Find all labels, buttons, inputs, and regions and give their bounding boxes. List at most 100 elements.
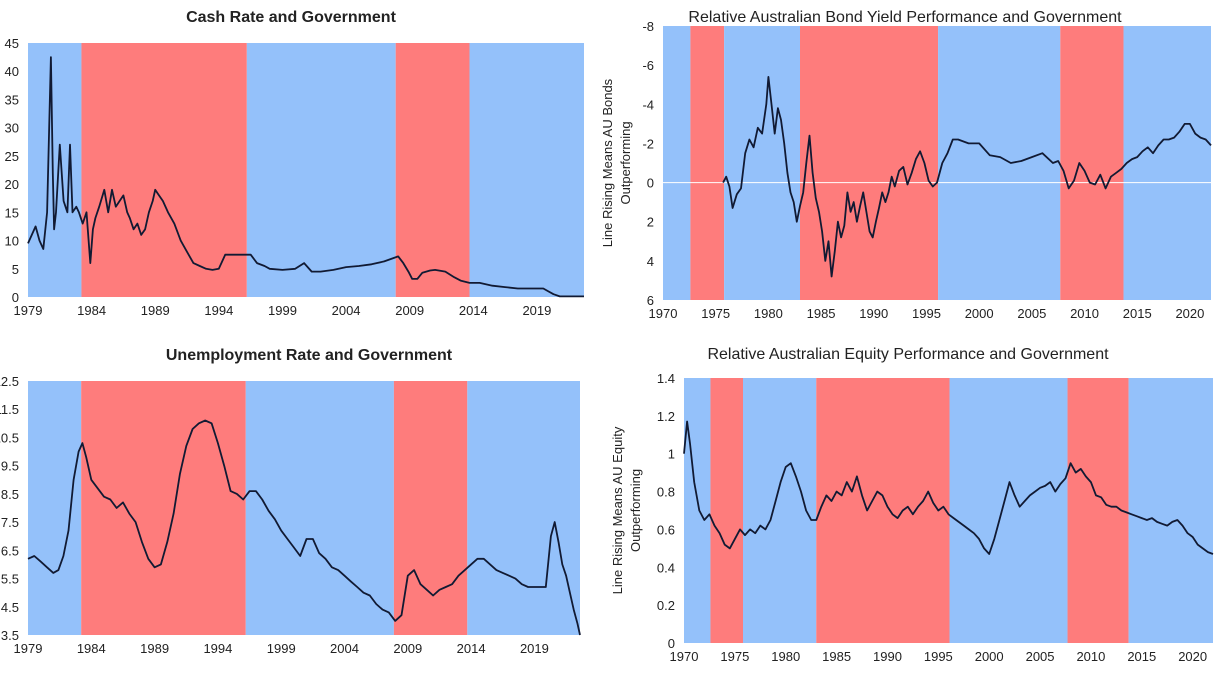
government-band-blue	[28, 381, 82, 635]
y-tick-label: 0	[668, 636, 675, 651]
y-tick-label: 1.2	[657, 409, 675, 424]
government-band-blue	[938, 26, 1061, 300]
series-line	[27, 56, 584, 298]
y-axis-label: Line Rising Means AU Equity Outperforming	[610, 426, 643, 594]
x-tick-label: 1994	[204, 303, 233, 318]
series-line	[722, 76, 1212, 278]
government-band-red	[1067, 378, 1129, 643]
chart-1: Cash Rate and Government 1979 1984 1989 1994…	[5, 9, 584, 318]
x-tick-label: 1990	[873, 649, 902, 664]
x-tick-label: 1980	[771, 649, 800, 664]
chart-2: Relative Australian Bond Yield Performan…	[600, 9, 1212, 321]
government-band-red	[395, 43, 470, 297]
government-band-blue	[949, 378, 1068, 643]
x-tick-label: 1995	[912, 306, 941, 321]
x-tick-label: 1994	[203, 641, 232, 656]
series-line	[27, 419, 581, 636]
chart-3: Unemployment Rate and Government 1979 1984…	[0, 347, 581, 656]
x-tick-label: 1979	[14, 303, 43, 318]
government-band-blue	[684, 378, 711, 643]
government-band-blue	[1128, 378, 1213, 643]
y-tick-label: 1	[668, 447, 675, 462]
x-tick-label: 2005	[1017, 306, 1046, 321]
x-tick-label: 1979	[14, 641, 43, 656]
government-band-red	[710, 378, 744, 643]
y-tick-label: 8.5	[1, 487, 19, 502]
y-tick-label: 5.5	[1, 572, 19, 587]
y-tick-label: 15	[5, 205, 19, 220]
y-tick-label: 6.5	[1, 543, 19, 558]
x-tick-label: 1989	[140, 641, 169, 656]
y-tick-label: 11.5	[0, 402, 19, 417]
x-tick-label: 1999	[268, 303, 297, 318]
x-tick-label: 1995	[924, 649, 953, 664]
y-tick-label: 6	[647, 293, 654, 308]
government-band-blue	[724, 26, 800, 300]
y-tick-label: 5	[12, 262, 19, 277]
chart-title: Cash Rate and Government	[186, 9, 397, 26]
y-tick-label: 7.5	[1, 515, 19, 530]
x-tick-label: 2020	[1175, 306, 1204, 321]
x-tick-label: 2010	[1070, 306, 1099, 321]
chart-title: Unemployment Rate and Government	[166, 347, 453, 364]
series-line	[683, 420, 1214, 555]
x-tick-label: 1970	[649, 306, 678, 321]
y-tick-label: 45	[5, 36, 19, 51]
y-tick-label: 0.6	[657, 522, 675, 537]
government-band-red	[690, 26, 725, 300]
government-band-blue	[467, 381, 580, 635]
x-tick-label: 1975	[720, 649, 749, 664]
x-tick-label: 1985	[807, 306, 836, 321]
y-tick-label: 30	[5, 121, 19, 136]
y-tick-label: 4	[647, 254, 654, 269]
x-tick-label: 2009	[393, 641, 422, 656]
x-tick-label: 1970	[670, 649, 699, 664]
y-tick-label: 9.5	[1, 459, 19, 474]
x-tick-label: 2005	[1026, 649, 1055, 664]
x-tick-label: 2020	[1178, 649, 1207, 664]
chart-4: Relative Australian Equity Performance a…	[610, 346, 1214, 664]
x-tick-label: 2014	[457, 641, 486, 656]
y-tick-label: 0.2	[657, 598, 675, 613]
x-tick-label: 2009	[395, 303, 424, 318]
y-tick-label: 10	[5, 234, 19, 249]
y-tick-label: 2	[647, 215, 654, 230]
x-tick-label: 2000	[975, 649, 1004, 664]
y-tick-label: 3.5	[1, 628, 19, 643]
government-band-blue	[743, 378, 817, 643]
x-tick-label: 1984	[77, 303, 106, 318]
government-band-blue	[1123, 26, 1211, 300]
y-tick-label: 0.8	[657, 485, 675, 500]
x-tick-label: 1984	[77, 641, 106, 656]
chart-title: Relative Australian Equity Performance a…	[707, 346, 1109, 363]
y-tick-label: 40	[5, 64, 19, 79]
y-tick-label: 4.5	[1, 600, 19, 615]
x-tick-label: 2004	[330, 641, 359, 656]
x-tick-label: 2019	[522, 303, 551, 318]
government-band-blue	[469, 43, 584, 297]
y-tick-label: 10.5	[0, 430, 19, 445]
y-tick-label: -4	[642, 97, 654, 112]
x-tick-label: 2015	[1127, 649, 1156, 664]
government-band-blue	[245, 381, 394, 635]
y-axis-label: Line Rising Means AU Bonds Outperforming	[600, 78, 633, 247]
government-band-blue	[246, 43, 396, 297]
government-band-red	[816, 378, 950, 643]
x-tick-label: 2000	[965, 306, 994, 321]
government-band-red	[800, 26, 939, 300]
x-tick-label: 1990	[859, 306, 888, 321]
y-tick-label: -2	[642, 136, 654, 151]
x-tick-label: 2019	[520, 641, 549, 656]
chart-title: Relative Australian Bond Yield Performan…	[688, 9, 1122, 26]
government-band-red	[81, 381, 246, 635]
y-tick-label: 1.4	[657, 371, 675, 386]
y-tick-label: -8	[642, 19, 654, 34]
y-tick-label: 20	[5, 177, 19, 192]
x-tick-label: 1989	[141, 303, 170, 318]
government-band-red	[81, 43, 247, 297]
government-band-blue	[663, 26, 691, 300]
government-band-red	[1060, 26, 1124, 300]
x-tick-label: 1980	[754, 306, 783, 321]
x-tick-label: 2015	[1123, 306, 1152, 321]
y-tick-label: 0.4	[657, 560, 675, 575]
